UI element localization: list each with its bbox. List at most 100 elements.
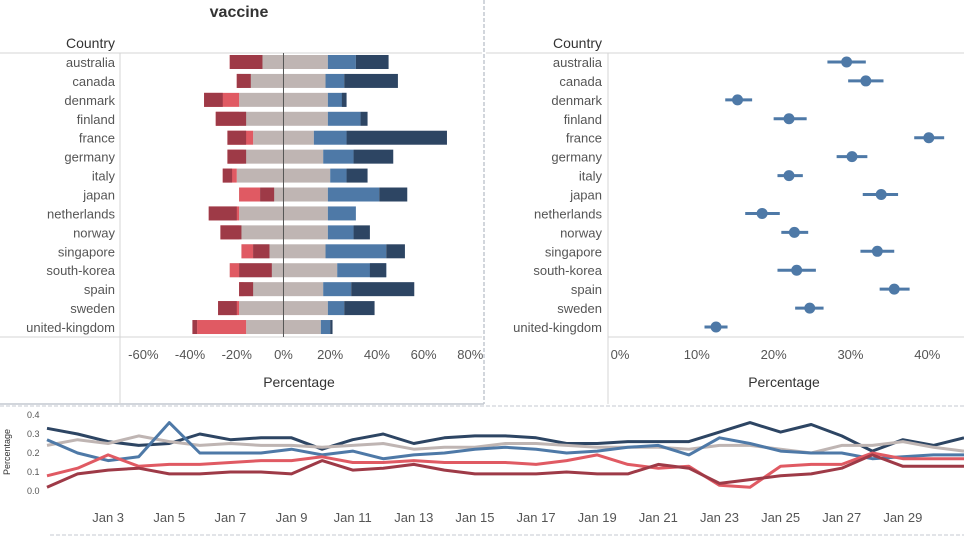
bottom-x-tick-jan-19: Jan 19 (578, 510, 617, 525)
bottom-y-tick-0-0: 0.0 (27, 486, 40, 496)
right-x-tick-30-: 30% (837, 347, 863, 362)
bar-segment-denmark-3 (283, 93, 327, 107)
bar-segment-sweden-4 (328, 301, 344, 315)
bar-segment-france-0 (227, 131, 246, 145)
country-label-australia: australia (66, 55, 116, 70)
bar-segment-denmark-5 (342, 93, 347, 107)
bar-segment-italy-5 (347, 169, 368, 183)
point-finland (784, 113, 795, 124)
bar-segment-singapore-3 (283, 244, 325, 258)
country-label-italy: italy (92, 169, 116, 184)
left-x-tick-labels: -60% -40% -20% 0% 20% 40% 60% 80% (128, 347, 484, 362)
bottom-x-tick-jan-5: Jan 5 (153, 510, 185, 525)
bar-segment-spain-5 (351, 282, 414, 296)
left-x-axis-label: Percentage (263, 374, 335, 390)
bar-segment-canada-5 (344, 74, 398, 88)
country-label-south-korea: south-korea (46, 263, 115, 278)
point-italy (784, 170, 795, 181)
bottom-x-tick-jan-13: Jan 13 (394, 510, 433, 525)
bar-segment-united-kingdom-4 (321, 320, 330, 334)
bar-segment-canada-0 (237, 74, 251, 88)
bar-segment-germany-5 (354, 150, 394, 164)
country-label-right-germany: germany (551, 150, 602, 165)
series-line-2 (47, 423, 964, 461)
point-australia (841, 57, 852, 68)
bottom-lines (47, 423, 964, 488)
bar-segment-japan-4 (328, 188, 379, 202)
bar-segment-germany-2 (244, 150, 284, 164)
country-label-right-norway: norway (560, 225, 602, 240)
country-label-denmark: denmark (64, 93, 115, 108)
country-label-right-sweden: sweden (557, 301, 602, 316)
country-label-right-denmark: denmark (551, 93, 602, 108)
point-denmark (732, 94, 743, 105)
bar-segment-australia-4 (328, 55, 356, 69)
bottom-x-tick-labels: Jan 3 Jan 5 Jan 7 Jan 9 Jan 11 Jan 13 Jan 15 Ja… (92, 510, 922, 525)
country-label-united-kingdom: united-kingdom (26, 320, 115, 335)
country-label-spain: spain (84, 282, 115, 297)
bar-segment-united-kingdom-0 (192, 320, 197, 334)
bar-segment-france-5 (347, 131, 447, 145)
bar-segment-germany-4 (323, 150, 353, 164)
right-x-axis-label: Percentage (748, 374, 820, 390)
bar-segment-norway-0 (220, 225, 241, 239)
country-label-netherlands: netherlands (47, 206, 115, 221)
left-x-tick--40-: -40% (175, 347, 206, 362)
bar-segment-australia-3 (283, 55, 327, 69)
bar-segment-south-korea-5 (370, 263, 386, 277)
bottom-x-tick-jan-7: Jan 7 (214, 510, 246, 525)
bar-segment-france-3 (283, 131, 313, 145)
country-label-finland: finland (77, 112, 115, 127)
left-x-tick-80-: 80% (457, 347, 483, 362)
country-label-france: france (79, 131, 115, 146)
left-x-tick--60-: -60% (128, 347, 159, 362)
bar-segment-finland-3 (283, 112, 327, 126)
bar-segment-united-kingdom-1 (197, 320, 246, 334)
bar-segment-norway-3 (283, 225, 327, 239)
bottom-x-tick-jan-17: Jan 17 (517, 510, 556, 525)
bar-segment-denmark-2 (239, 93, 283, 107)
country-label-right-canada: canada (559, 74, 602, 89)
bar-segment-singapore-0 (253, 244, 269, 258)
bar-segment-south-korea-3 (283, 263, 337, 277)
country-label-singapore: singapore (58, 244, 115, 259)
point-canada (860, 75, 871, 86)
point-spain (889, 284, 900, 295)
country-label-right-netherlands: netherlands (534, 206, 602, 221)
bar-segment-spain-0 (239, 282, 253, 296)
point-germany (846, 151, 857, 162)
right-x-tick-0-: 0% (611, 347, 630, 362)
bar-segment-united-kingdom-5 (330, 320, 332, 334)
right-points (705, 57, 945, 333)
bar-segment-france-2 (253, 131, 283, 145)
bar-segment-canada-4 (326, 74, 345, 88)
bar-segment-canada-3 (283, 74, 325, 88)
bar-segment-italy-3 (283, 169, 330, 183)
bar-segment-japan-1 (239, 188, 260, 202)
bar-segment-italy-4 (330, 169, 346, 183)
right-x-tick-10-: 10% (684, 347, 710, 362)
bottom-x-tick-jan-25: Jan 25 (761, 510, 800, 525)
bar-segment-finland-4 (328, 112, 361, 126)
country-label-japan: japan (82, 188, 115, 203)
bar-segment-south-korea-0 (239, 263, 272, 277)
bottom-y-tick-0-1: 0.1 (27, 467, 40, 477)
left-x-tick-40-: 40% (364, 347, 390, 362)
point-singapore (872, 246, 883, 257)
country-label-right-finland: finland (564, 112, 602, 127)
bar-segment-norway-2 (239, 225, 283, 239)
country-label-right-france: france (566, 131, 602, 146)
bar-segment-singapore-4 (326, 244, 387, 258)
bar-segment-denmark-0 (204, 93, 223, 107)
bar-segment-italy-0 (223, 169, 232, 183)
bottom-y-axis-label: Percentage (2, 429, 12, 475)
bottom-y-tick-0-4: 0.4 (27, 410, 40, 420)
bottom-x-tick-jan-3: Jan 3 (92, 510, 124, 525)
bar-segment-italy-2 (237, 169, 284, 183)
bar-segment-norway-5 (354, 225, 370, 239)
country-label-right-singapore: singapore (545, 244, 602, 259)
bar-segment-spain-3 (283, 282, 323, 296)
left-country-labels: australia canada denmark finland france germa… (26, 55, 116, 335)
